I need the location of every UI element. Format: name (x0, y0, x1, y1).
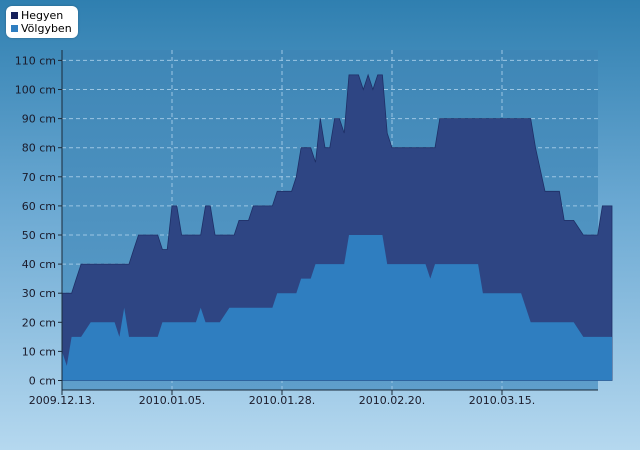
y-tick-label: 110 cm (15, 54, 56, 67)
x-tick-label: 2010.01.05. (139, 394, 205, 407)
y-axis-ticks: 0 cm 10 cm 20 cm 30 cm 40 cm 50 cm 60 cm 70 cm 8… (15, 54, 62, 388)
legend-item-hegyen: Hegyen (11, 9, 72, 22)
y-tick-label: 70 cm (22, 171, 56, 184)
legend-label-volgyben: Völgyben (21, 22, 72, 35)
y-tick-label: 30 cm (22, 287, 56, 300)
legend-swatch-volgyben (11, 25, 18, 32)
y-tick-label: 40 cm (22, 258, 56, 271)
x-tick-label: 2010.01.28. (249, 394, 315, 407)
series-areas (61, 73, 613, 381)
y-tick-label: 10 cm (22, 345, 56, 358)
x-tick-label: 2010.03.15. (469, 394, 535, 407)
y-tick-label: 100 cm (15, 84, 56, 97)
x-tick-label: 2010.02.20. (359, 394, 425, 407)
legend: Hegyen Völgyben (6, 6, 78, 38)
y-tick-label: 60 cm (22, 200, 56, 213)
x-axis-ticks: 2009.12.13. 2010.01.05. 2010.01.28. 2010.02… (29, 390, 535, 407)
legend-swatch-hegyen (11, 12, 18, 19)
y-tick-label: 50 cm (22, 229, 56, 242)
axes (61, 50, 598, 391)
y-tick-label: 90 cm (22, 113, 56, 126)
y-tick-label: 80 cm (22, 142, 56, 155)
legend-item-volgyben: Völgyben (11, 22, 72, 35)
x-tick-label: 2009.12.13. (29, 394, 95, 407)
legend-label-hegyen: Hegyen (21, 9, 64, 22)
y-tick-label: 0 cm (29, 375, 56, 388)
series-area-volgyben (62, 235, 612, 381)
y-tick-label: 20 cm (22, 316, 56, 329)
